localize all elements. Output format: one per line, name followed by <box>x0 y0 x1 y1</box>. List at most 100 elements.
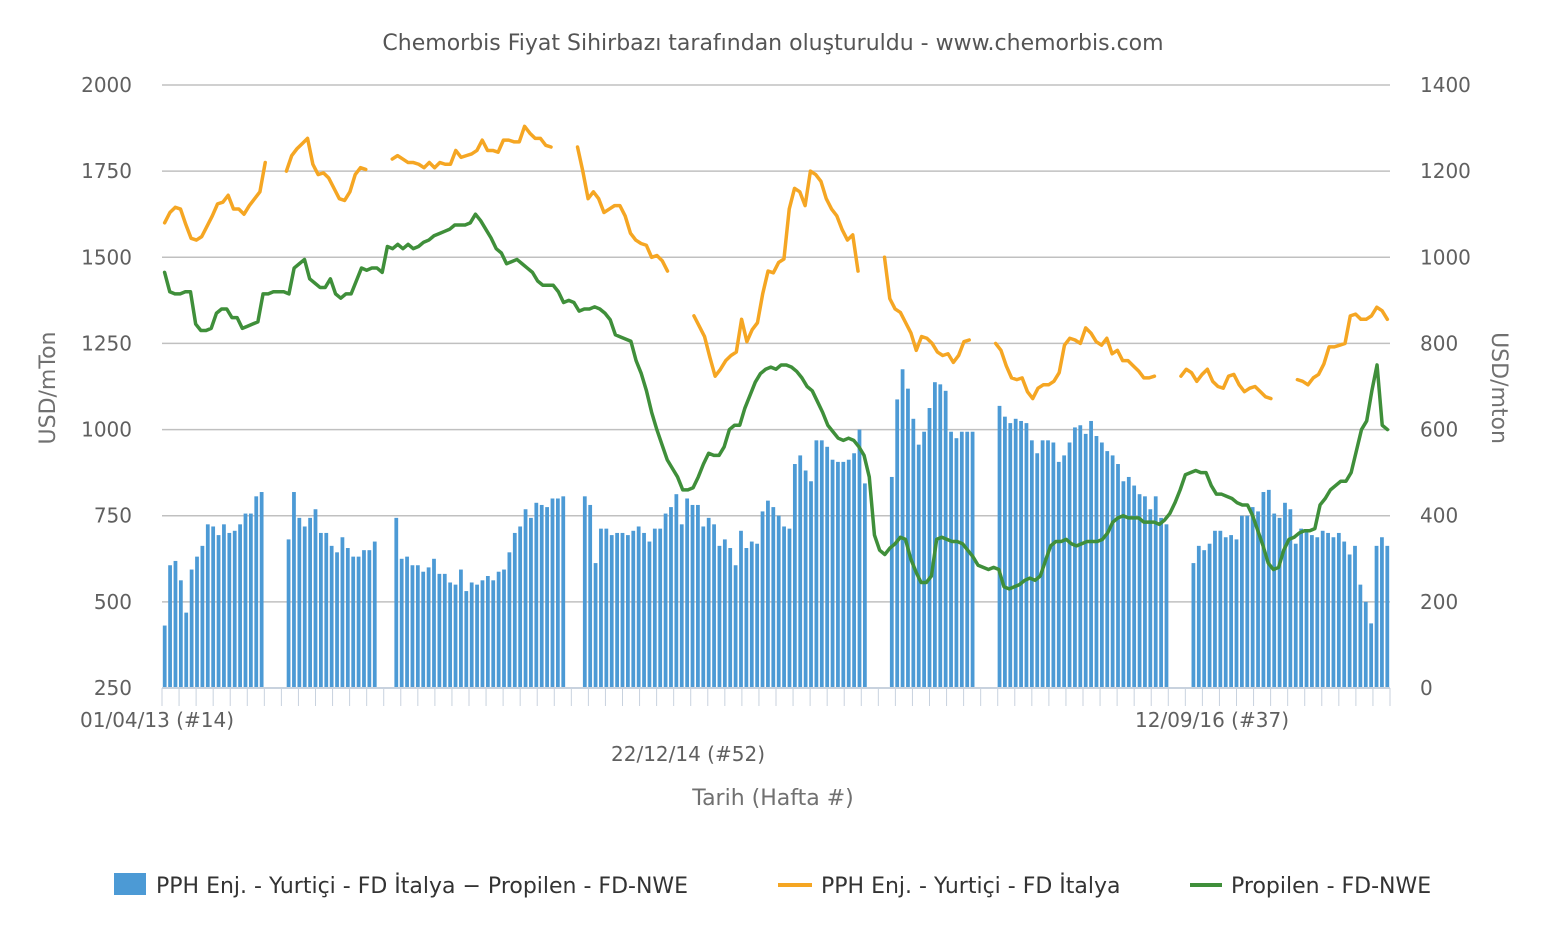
bar <box>1153 496 1158 688</box>
bar <box>1073 427 1077 688</box>
bar <box>243 513 248 688</box>
bar <box>1326 532 1330 688</box>
bar <box>922 431 926 688</box>
bar <box>1008 423 1013 688</box>
bar <box>712 524 716 688</box>
bar <box>410 565 415 688</box>
bar <box>469 582 474 688</box>
bar <box>1143 496 1147 688</box>
bar <box>1078 425 1083 688</box>
bar <box>405 556 409 688</box>
y-tick-label-left: 1000 <box>81 418 132 442</box>
legend: PPH Enj. - Yurtiçi - FD İtalya − Propile… <box>114 873 1431 899</box>
bar <box>1213 530 1217 688</box>
bar <box>1029 440 1034 688</box>
bar <box>701 526 706 688</box>
bar <box>340 537 345 688</box>
bar <box>652 528 657 688</box>
bar <box>911 418 916 688</box>
y-tick-label-left: 500 <box>94 590 132 614</box>
bar <box>550 498 555 688</box>
bar <box>329 545 334 688</box>
bar <box>933 382 937 688</box>
bar <box>205 524 210 688</box>
bar <box>846 459 851 688</box>
bar <box>1266 489 1271 688</box>
bar <box>345 548 350 688</box>
bar <box>1331 537 1336 688</box>
bar <box>1218 530 1223 688</box>
bar <box>626 535 630 688</box>
bar <box>830 459 835 688</box>
bar <box>178 580 183 688</box>
bar <box>1191 563 1196 688</box>
bar <box>1347 554 1352 688</box>
y-tick-label-right: 1400 <box>1420 73 1471 97</box>
bar <box>1240 515 1244 688</box>
bar-series <box>162 369 1390 689</box>
bar <box>766 500 770 688</box>
bar <box>658 528 663 688</box>
bar <box>599 528 603 688</box>
bar <box>782 526 786 688</box>
bar <box>588 504 593 688</box>
y-tick-label-right: 200 <box>1420 590 1458 614</box>
bar <box>841 461 846 689</box>
bar <box>825 446 830 688</box>
bar <box>238 524 242 688</box>
bar <box>292 492 296 688</box>
bar <box>216 535 221 688</box>
bar <box>362 550 366 688</box>
bar <box>184 612 189 689</box>
bar <box>1342 541 1347 688</box>
bar <box>609 535 614 688</box>
bar <box>889 476 894 688</box>
bar <box>674 494 679 688</box>
bar <box>1310 535 1314 688</box>
bar <box>507 552 512 688</box>
bar <box>1099 442 1104 688</box>
bar <box>582 496 587 688</box>
bar <box>539 504 544 688</box>
y-tick-label-right: 1000 <box>1420 245 1471 269</box>
series-line-pph <box>162 124 1390 401</box>
bar <box>518 526 523 688</box>
bar <box>534 502 539 688</box>
bar <box>949 431 953 688</box>
bar <box>803 470 808 688</box>
bar <box>475 584 479 688</box>
bar <box>1363 601 1368 688</box>
bar <box>248 513 253 688</box>
bar <box>561 496 566 688</box>
y-tick-label-left: 1250 <box>81 331 132 355</box>
x-tick-label: 01/04/13 (#14) <box>80 708 234 732</box>
bar <box>173 560 178 688</box>
bar <box>421 571 426 688</box>
bar <box>916 444 921 688</box>
bar <box>642 532 646 688</box>
bar <box>222 524 226 688</box>
bar <box>1223 537 1228 688</box>
bar <box>485 576 490 688</box>
bar <box>480 580 485 688</box>
bar <box>302 526 307 688</box>
legend-label-pph: PPH Enj. - Yurtiçi - FD İtalya <box>821 873 1121 899</box>
bar <box>512 532 517 688</box>
bar <box>1083 433 1088 688</box>
bar <box>1353 545 1357 688</box>
bar <box>669 507 673 688</box>
bar <box>852 453 856 688</box>
bar <box>965 431 970 688</box>
bar <box>798 455 803 688</box>
bar <box>1304 530 1309 688</box>
bar <box>442 573 447 688</box>
bar <box>755 543 760 688</box>
bar <box>857 429 862 688</box>
bar <box>1320 530 1325 688</box>
bar <box>927 408 932 688</box>
bar <box>529 517 533 688</box>
bar <box>415 565 420 688</box>
bar <box>496 571 501 688</box>
